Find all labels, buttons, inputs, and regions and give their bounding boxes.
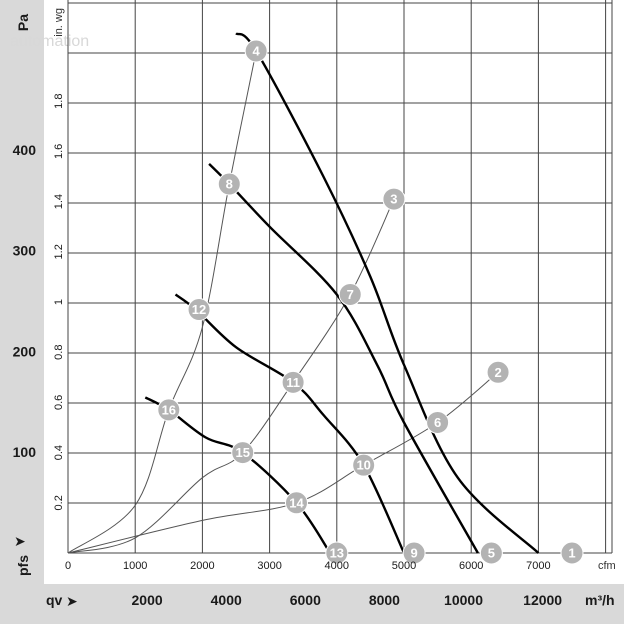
x-tick-cfm: 4000 — [325, 560, 349, 572]
y-tick-inwg: 1.6 — [53, 144, 65, 159]
operating-point-label: 2 — [494, 365, 501, 380]
operating-point-marker — [284, 491, 308, 515]
y-axis-left-label: Pa — [15, 14, 31, 31]
operating-point-marker — [231, 441, 255, 465]
y-tick-inwg: 1.4 — [53, 194, 65, 209]
operating-point-marker — [281, 370, 305, 394]
operating-point-marker — [325, 541, 349, 565]
system-curve — [67, 50, 257, 554]
y-tick-pa: 300 — [13, 243, 37, 259]
operating-point-marker — [217, 172, 241, 196]
y-axis-bottom-label: pfs — [15, 555, 31, 576]
y-tick-inwg: 0.6 — [53, 395, 65, 410]
operating-point-label: 3 — [390, 192, 397, 207]
x-tick-cfm: 3000 — [257, 560, 281, 572]
operating-point-marker — [382, 187, 406, 211]
x-tick-cfm: 6000 — [459, 560, 483, 572]
left-axis-band — [0, 0, 44, 624]
y-tick-pa: 200 — [13, 343, 37, 359]
x-tick-m3h: 2000 — [132, 592, 163, 608]
operating-point-label: 13 — [330, 546, 344, 561]
y-tick-inwg: 1.2 — [53, 244, 65, 259]
x-axis-top-unit: cfm — [598, 560, 616, 572]
operating-point-marker — [486, 360, 510, 384]
operating-point-label: 8 — [226, 177, 233, 192]
operating-point-label: 15 — [235, 445, 249, 460]
operating-point-label: 12 — [192, 302, 206, 317]
y-tick-pa: 400 — [13, 142, 37, 158]
y-axis-inner-unit: in. wg — [53, 8, 65, 37]
x-tick-cfm: 2000 — [190, 560, 214, 572]
bottom-axis-band — [0, 584, 624, 624]
y-tick-pa: 100 — [13, 444, 37, 460]
operating-point-marker — [352, 453, 376, 477]
x-axis-bottom-unit: m³/h — [585, 592, 615, 608]
y-tick-inwg: 0.2 — [53, 495, 65, 510]
operating-point-label: 6 — [434, 415, 441, 430]
operating-point-label: 11 — [286, 375, 300, 390]
operating-point-label: 14 — [289, 495, 304, 510]
tick-labels: 0 1000 2000 3000 4000 5000 6000 7000 2000 4000 600… — [13, 94, 563, 608]
operating-point-marker — [402, 541, 426, 565]
operating-point-label: 4 — [253, 44, 261, 59]
operating-point-marker — [157, 398, 181, 422]
operating-point-marker — [187, 298, 211, 322]
operating-point-marker — [244, 39, 268, 63]
x-tick-m3h: 12000 — [523, 592, 562, 608]
operating-point-label: 9 — [410, 546, 417, 561]
operating-point-label: 16 — [162, 402, 176, 417]
x-tick-cfm: 5000 — [392, 560, 416, 572]
x-tick-m3h: 10000 — [444, 592, 483, 608]
operating-point-marker — [338, 282, 362, 306]
x-tick-m3h: 4000 — [211, 592, 242, 608]
operating-point-marker — [479, 541, 503, 565]
x-arrow-icon: ➤ — [66, 594, 78, 610]
fan-curve — [235, 32, 540, 554]
y-tick-inwg: 1 — [53, 299, 65, 305]
x-tick-m3h: 8000 — [369, 592, 400, 608]
x-tick-cfm: 7000 — [526, 560, 550, 572]
x-tick-cfm: 0 — [65, 560, 71, 572]
operating-point-label: 1 — [568, 546, 575, 561]
operating-point-marker — [560, 541, 584, 565]
x-tick-cfm: 1000 — [123, 560, 147, 572]
watermark-text: automation — [10, 33, 89, 50]
y-tick-inwg: 1.8 — [53, 94, 65, 109]
operating-point-label: 10 — [356, 458, 370, 473]
y-tick-inwg: 0.8 — [53, 345, 65, 360]
operating-point-label: 5 — [488, 546, 495, 561]
x-axis-bottom-label: qv — [46, 592, 63, 608]
operating-point-label: 7 — [347, 287, 354, 302]
y-arrow-icon: ➤ — [14, 534, 26, 550]
x-tick-m3h: 6000 — [290, 592, 321, 608]
y-tick-inwg: 0.4 — [53, 445, 65, 460]
operating-point-marker — [426, 410, 450, 434]
